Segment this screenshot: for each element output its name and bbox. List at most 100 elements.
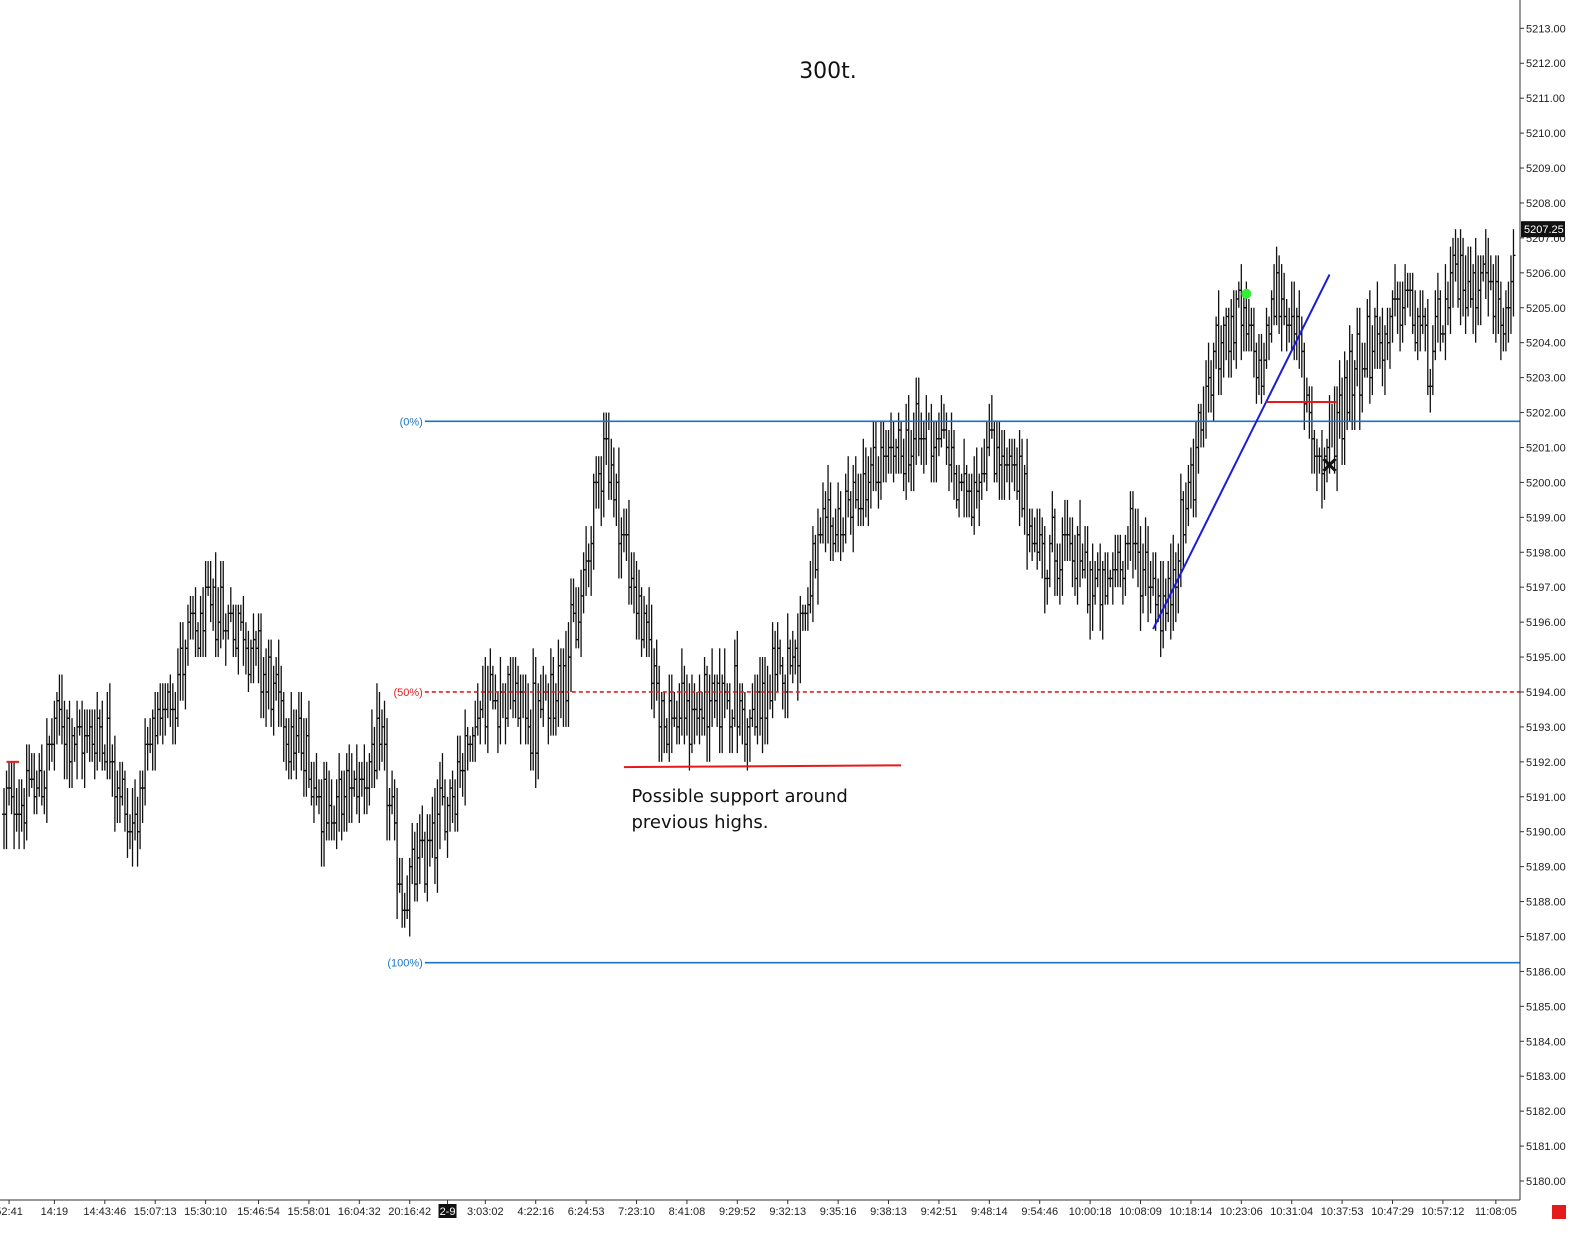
- ohlc-bar: [921, 421, 926, 474]
- ohlc-bar: [1239, 264, 1244, 361]
- ohlc-bar: [102, 744, 107, 771]
- ohlc-bar: [858, 473, 863, 527]
- ohlc-bar: [495, 691, 500, 754]
- ohlc-bar: [596, 456, 601, 509]
- markers: [1241, 288, 1337, 472]
- y-tick-label: 5183.00: [1526, 1071, 1566, 1083]
- ohlc-bar: [894, 438, 899, 474]
- ohlc-bar: [1088, 560, 1093, 640]
- ohlc-bar: [1098, 543, 1103, 631]
- ohlc-bar: [1496, 255, 1501, 334]
- ohlc-bar: [1403, 264, 1408, 326]
- ohlc-bar: [1040, 517, 1045, 579]
- ohlc-bar: [1345, 360, 1350, 431]
- ohlc-bar: [1302, 342, 1307, 431]
- ohlc-bar: [1052, 508, 1057, 596]
- ohlc-bar: [1342, 351, 1347, 465]
- ohlc-bar: [916, 377, 921, 457]
- ohlc-bar: [1312, 430, 1317, 474]
- ohlc-bar: [1360, 342, 1365, 413]
- ohlc-bar: [1428, 368, 1433, 413]
- ohlc-bar: [87, 709, 92, 762]
- ohlc-bar: [911, 412, 916, 492]
- ohlc-bar: [9, 761, 14, 815]
- ohlc-bar: [231, 604, 236, 658]
- ohlc-bar: [848, 491, 853, 535]
- ohlc-bar: [125, 788, 130, 858]
- ohlc-bar: [700, 691, 705, 736]
- ohlc-bar: [1415, 307, 1420, 361]
- ohlc-bar: [138, 770, 143, 850]
- ohlc-bar: [14, 788, 19, 832]
- ohlc-bar: [732, 639, 737, 727]
- ohlc-bar: [1471, 264, 1476, 334]
- x-tick-label: 10:47:29: [1371, 1206, 1414, 1218]
- ohlc-bar: [24, 744, 29, 841]
- ohlc-bar: [380, 709, 384, 762]
- ohlc-bar: [1188, 447, 1193, 509]
- y-tick-label: 5190.00: [1526, 827, 1566, 839]
- x-tick-label: 15:07:13: [134, 1206, 177, 1218]
- ohlc-bar: [122, 770, 127, 832]
- x-tick-label: 4:22:16: [517, 1206, 554, 1218]
- ohlc-bar: [589, 526, 594, 596]
- ohlc-bar: [201, 587, 206, 658]
- ohlc-bar: [1047, 534, 1052, 588]
- ohlc-bar: [329, 779, 334, 841]
- ohlc-bar: [158, 683, 163, 736]
- ohlc-bar: [485, 665, 490, 754]
- x-tick-label: 9:48:14: [971, 1206, 1008, 1218]
- ohlc-bar: [538, 674, 543, 719]
- ohlc-bar: [97, 709, 102, 762]
- ohlc-bar: [808, 560, 813, 614]
- ohlc-bar: [498, 657, 503, 745]
- ohlc-bar: [233, 604, 238, 658]
- ohlc-bar: [1199, 403, 1203, 448]
- y-tick-label: 5209.00: [1526, 163, 1566, 175]
- ohlc-bar: [795, 613, 800, 701]
- ohlc-bar: [1352, 360, 1357, 431]
- ohlc-bar: [85, 709, 90, 754]
- ohlc-bar: [1365, 299, 1370, 378]
- ohlc-bar: [324, 761, 329, 841]
- ohlc-bar: [133, 779, 138, 841]
- ohlc-bar: [1171, 534, 1176, 631]
- ohlc-bar: [1136, 508, 1140, 588]
- ohlc-bar: [513, 657, 518, 719]
- ohlc-bar: [569, 578, 573, 692]
- ohlc-bar: [1438, 290, 1443, 352]
- ohlc-bar: [1073, 534, 1077, 596]
- ohlc-bar: [1367, 290, 1372, 404]
- ohlc-bar: [382, 700, 387, 771]
- ohlc-bar: [952, 430, 957, 500]
- ohlc-bar: [1219, 325, 1224, 396]
- ohlc-bar: [934, 421, 939, 483]
- ohlc-bar: [566, 622, 571, 727]
- ohlc-bar: [695, 691, 699, 736]
- x-tick-label: 9:29:52: [719, 1206, 756, 1218]
- ohlc-bar: [49, 718, 54, 762]
- ohlc-bar: [1506, 281, 1511, 343]
- ohlc-bar: [1511, 229, 1516, 317]
- ohlc-bar: [962, 438, 967, 518]
- y-tick-label: 5208.00: [1526, 198, 1566, 210]
- ohlc-bar: [689, 674, 694, 754]
- ohlc-bar: [211, 578, 216, 631]
- x-tick-label: 9:54:46: [1021, 1206, 1058, 1218]
- x-tick-label: 15:58:01: [288, 1206, 331, 1218]
- ohlc-bar: [836, 482, 841, 553]
- ohlc-bar: [22, 788, 27, 850]
- ohlc-bar: [863, 447, 868, 518]
- ohlc-bar: [1395, 281, 1400, 334]
- ohlc-bar: [851, 464, 856, 553]
- ohlc-bar: [387, 788, 392, 841]
- ohlc-bar: [80, 700, 85, 780]
- ohlc-bar: [831, 517, 836, 561]
- ohlc-bar: [430, 796, 435, 858]
- ohlc-bar: [1204, 360, 1209, 439]
- ohlc-bar: [1451, 237, 1455, 308]
- y-tick-label: 5194.00: [1526, 687, 1566, 699]
- ohlc-bar: [886, 430, 891, 474]
- ohlc-bar: [1229, 299, 1234, 378]
- ohlc-bar: [982, 438, 987, 483]
